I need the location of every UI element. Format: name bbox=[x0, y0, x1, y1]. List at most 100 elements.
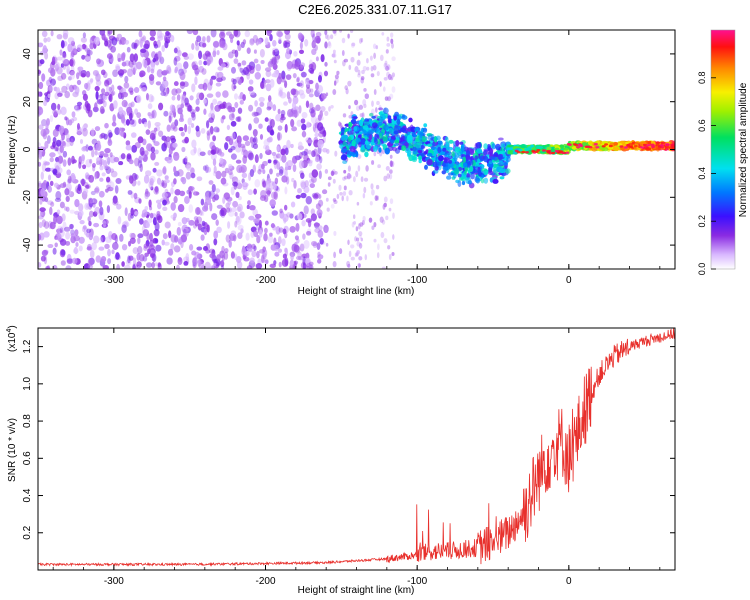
heatmap-cell bbox=[208, 112, 213, 118]
heatmap-cell bbox=[383, 76, 388, 81]
heatmap-cell bbox=[165, 31, 170, 36]
heatmap-cell bbox=[44, 197, 49, 203]
heatmap-cell bbox=[362, 99, 367, 106]
heatmap-cell bbox=[213, 41, 219, 49]
heatmap-cell bbox=[202, 36, 206, 42]
x-tick-label: 0 bbox=[566, 576, 572, 587]
heatmap-cell bbox=[247, 86, 254, 92]
heatmap-cell bbox=[462, 156, 467, 163]
heatmap-cell bbox=[212, 158, 217, 167]
heatmap-cell bbox=[253, 143, 258, 150]
heatmap-cell bbox=[38, 262, 42, 268]
heatmap-cell bbox=[115, 177, 122, 185]
heatmap-cell bbox=[62, 221, 67, 230]
heatmap-cell bbox=[85, 70, 91, 78]
heatmap-cell bbox=[198, 261, 205, 269]
heatmap-cell bbox=[107, 30, 113, 35]
heatmap-cell bbox=[476, 148, 483, 154]
heatmap-cell bbox=[289, 226, 296, 233]
heatmap-cell bbox=[578, 143, 582, 147]
heatmap-cell bbox=[154, 238, 159, 244]
heatmap-cell bbox=[184, 123, 188, 133]
heatmap-cell bbox=[376, 100, 380, 106]
heatmap-cell bbox=[339, 30, 343, 33]
heatmap-cell bbox=[67, 37, 75, 44]
heatmap-cell bbox=[318, 193, 322, 200]
heatmap-cell bbox=[353, 221, 357, 225]
heatmap-cell bbox=[38, 221, 43, 229]
heatmap-cell bbox=[284, 80, 288, 89]
heatmap-cell bbox=[401, 114, 406, 119]
heatmap-cell bbox=[262, 169, 266, 174]
heatmap-cell bbox=[309, 182, 316, 189]
heatmap-cell bbox=[76, 101, 83, 106]
heatmap-cell bbox=[191, 43, 195, 50]
heatmap-cell bbox=[370, 108, 375, 115]
heatmap-cell bbox=[54, 242, 58, 248]
heatmap-cell bbox=[116, 33, 123, 39]
heatmap-cell bbox=[231, 207, 238, 213]
colorbar-label: Normalized spectral amplitude bbox=[738, 82, 749, 217]
heatmap-cell bbox=[277, 125, 283, 131]
heatmap-cell bbox=[106, 85, 110, 93]
heatmap-cell bbox=[305, 257, 311, 267]
heatmap-cell bbox=[78, 203, 84, 212]
heatmap-cell bbox=[366, 66, 370, 71]
heatmap-cell bbox=[253, 245, 257, 252]
heatmap-cell bbox=[507, 147, 513, 151]
heatmap-cell bbox=[230, 186, 235, 196]
heatmap-cell bbox=[465, 150, 471, 157]
heatmap-cell bbox=[375, 45, 379, 50]
heatmap-cell bbox=[109, 168, 115, 173]
heatmap-cell bbox=[227, 163, 233, 169]
heatmap-cell bbox=[458, 150, 463, 155]
heatmap-cell bbox=[193, 190, 197, 196]
heatmap-cell bbox=[462, 162, 468, 168]
colorbar-tick-label: 0.0 bbox=[697, 263, 707, 276]
x-tick-label: -300 bbox=[104, 275, 124, 286]
heatmap-cell bbox=[225, 31, 233, 36]
heatmap-cell bbox=[392, 146, 398, 152]
heatmap-cell bbox=[650, 145, 655, 149]
heatmap-cell bbox=[314, 228, 321, 233]
heatmap-cell bbox=[80, 37, 88, 43]
heatmap-cell bbox=[270, 223, 275, 229]
heatmap-cell bbox=[505, 156, 511, 163]
heatmap-cell bbox=[150, 130, 157, 137]
heatmap-cell bbox=[317, 114, 322, 121]
heatmap-cell bbox=[276, 145, 280, 152]
heatmap-cell bbox=[299, 243, 305, 252]
heatmap-cell bbox=[212, 171, 217, 177]
heatmap-cell bbox=[184, 136, 189, 144]
heatmap-cell bbox=[304, 38, 309, 47]
heatmap-cell bbox=[466, 161, 472, 167]
heatmap-cell bbox=[287, 109, 294, 118]
heatmap-cell bbox=[145, 129, 151, 135]
heatmap-cell bbox=[192, 30, 199, 36]
heatmap-cell bbox=[146, 65, 151, 73]
heatmap-cell bbox=[127, 190, 133, 195]
heatmap-cell bbox=[170, 243, 175, 251]
heatmap-cell bbox=[542, 149, 546, 152]
heatmap-cell bbox=[128, 60, 134, 68]
heatmap-cell bbox=[59, 183, 67, 189]
heatmap-cell bbox=[130, 110, 134, 119]
heatmap-cell bbox=[60, 63, 65, 68]
heatmap-cell bbox=[205, 120, 210, 129]
heatmap-cell bbox=[99, 236, 103, 244]
heatmap-cell bbox=[244, 30, 251, 38]
heatmap-cell bbox=[39, 212, 43, 218]
heatmap-cell bbox=[212, 50, 217, 58]
heatmap-cell bbox=[316, 37, 321, 44]
heatmap-cell bbox=[554, 150, 559, 153]
heatmap-cell bbox=[216, 49, 220, 56]
heatmap-cell bbox=[339, 248, 343, 255]
heatmap-cell bbox=[347, 239, 350, 246]
heatmap-cell bbox=[200, 211, 205, 217]
heatmap-cell bbox=[391, 136, 395, 141]
heatmap-cell bbox=[151, 261, 156, 269]
heatmap-cell bbox=[170, 202, 176, 211]
heatmap-cell bbox=[134, 42, 138, 49]
heatmap-cell bbox=[546, 151, 551, 154]
heatmap-cell bbox=[206, 59, 212, 66]
